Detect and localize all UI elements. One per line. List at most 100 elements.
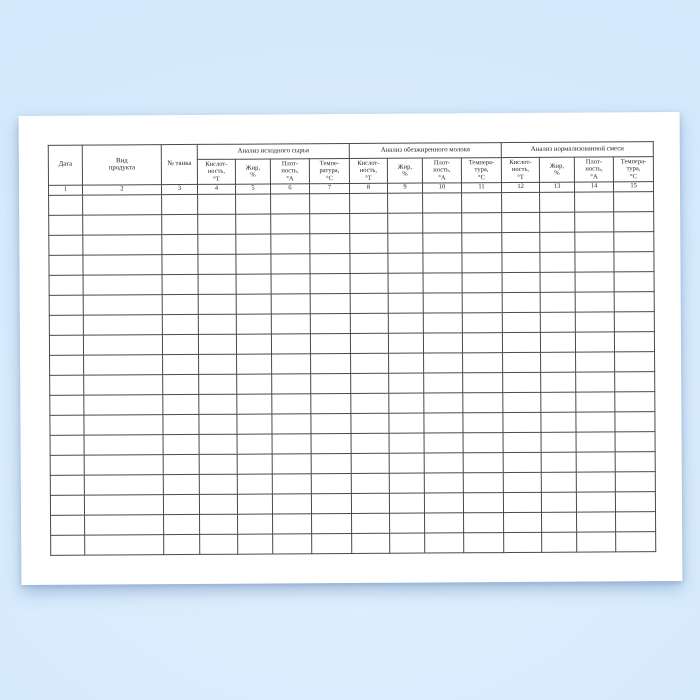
- empty-cell: [389, 433, 425, 454]
- empty-cell: [48, 255, 84, 276]
- empty-cell: [163, 514, 200, 535]
- empty-cell: [198, 414, 238, 435]
- column-number: 6: [270, 183, 310, 194]
- empty-cell: [84, 514, 164, 536]
- empty-cell: [388, 273, 424, 294]
- empty-cell: [503, 472, 542, 493]
- empty-cell: [83, 294, 163, 316]
- empty-cell: [272, 513, 312, 534]
- empty-cell: [463, 532, 504, 553]
- empty-cell: [197, 194, 236, 215]
- empty-cell: [351, 453, 390, 474]
- empty-cell: [310, 293, 351, 314]
- empty-cell: [84, 434, 164, 456]
- empty-cell: [236, 353, 272, 375]
- empty-cell: [575, 391, 615, 413]
- column-number: 12: [501, 182, 540, 193]
- column-number: 10: [422, 182, 462, 194]
- empty-cell: [235, 233, 271, 255]
- empty-cell: [162, 294, 199, 315]
- empty-cell: [387, 233, 423, 254]
- empty-cell: [540, 312, 576, 333]
- empty-cell: [615, 491, 656, 512]
- empty-cell: [82, 194, 162, 216]
- empty-cell: [49, 355, 84, 376]
- empty-cell: [541, 532, 577, 553]
- empty-cell: [50, 495, 85, 516]
- empty-cell: [311, 453, 352, 474]
- empty-cell: [237, 493, 273, 515]
- empty-cell: [49, 315, 84, 336]
- empty-cell: [271, 353, 311, 374]
- empty-cell: [540, 332, 576, 353]
- empty-cell: [271, 313, 311, 334]
- empty-cell: [576, 431, 616, 453]
- empty-cell: [424, 492, 464, 514]
- empty-cell: [310, 393, 351, 414]
- empty-cell: [461, 252, 503, 273]
- empty-cell: [501, 212, 540, 233]
- empty-cell: [388, 413, 425, 434]
- empty-cell: [236, 273, 272, 295]
- empty-cell: [502, 392, 541, 413]
- empty-cell: [461, 192, 502, 213]
- empty-cell: [387, 213, 423, 234]
- empty-cell: [163, 474, 200, 495]
- empty-cell: [310, 313, 351, 334]
- empty-cell: [462, 292, 503, 313]
- empty-cell: [197, 254, 237, 275]
- empty-cell: [462, 272, 503, 293]
- empty-cell: [463, 432, 504, 453]
- empty-cell: [574, 191, 614, 213]
- empty-cell: [615, 511, 656, 532]
- empty-cell: [502, 312, 541, 333]
- empty-cell: [615, 451, 656, 472]
- empty-cell: [48, 235, 83, 256]
- empty-cell: [503, 432, 542, 453]
- empty-cell: [163, 434, 200, 455]
- empty-cell: [349, 193, 388, 214]
- empty-cell: [613, 191, 654, 212]
- empty-cell: [198, 314, 237, 335]
- empty-cell: [423, 372, 463, 394]
- subheader-fat-mix: Жир, %: [539, 157, 575, 183]
- empty-cell: [541, 432, 577, 453]
- empty-cell: [272, 473, 312, 494]
- empty-cell: [576, 531, 616, 553]
- empty-cell: [350, 293, 389, 314]
- empty-cell: [615, 471, 656, 492]
- subheader-temperature-raw: Темпе- ратура, °С: [309, 158, 350, 184]
- empty-cell: [462, 412, 504, 433]
- empty-cell: [84, 494, 164, 516]
- empty-cell: [614, 291, 655, 312]
- empty-cell: [540, 412, 577, 433]
- subheader-fat-skim: Жир, %: [387, 158, 423, 184]
- empty-cell: [463, 492, 504, 513]
- empty-cell: [614, 371, 655, 392]
- group-header-raw-material-analysis: Анализ исходного сырья: [197, 143, 350, 160]
- subheader-density-mix: Плот- ность, °А: [574, 156, 614, 183]
- empty-cell: [198, 294, 237, 315]
- empty-cell: [49, 295, 84, 316]
- empty-cell: [310, 413, 352, 434]
- empty-cell: [49, 335, 84, 356]
- column-number: 3: [161, 184, 198, 195]
- empty-cell: [162, 334, 199, 355]
- empty-cell: [82, 234, 162, 256]
- empty-cell: [50, 475, 85, 496]
- empty-cell: [462, 312, 503, 333]
- empty-cell: [575, 351, 615, 373]
- empty-cell: [163, 534, 200, 555]
- subheader-density-raw: Плот- ность, °А: [270, 158, 310, 184]
- empty-cell: [311, 493, 352, 514]
- empty-cell: [84, 474, 164, 496]
- empty-cell: [272, 433, 312, 454]
- empty-cell: [576, 451, 616, 473]
- empty-cell: [575, 291, 615, 313]
- empty-cell: [270, 253, 311, 274]
- empty-cell: [48, 195, 83, 216]
- empty-cell: [540, 372, 576, 393]
- empty-cell: [423, 272, 463, 294]
- empty-cell: [541, 452, 577, 473]
